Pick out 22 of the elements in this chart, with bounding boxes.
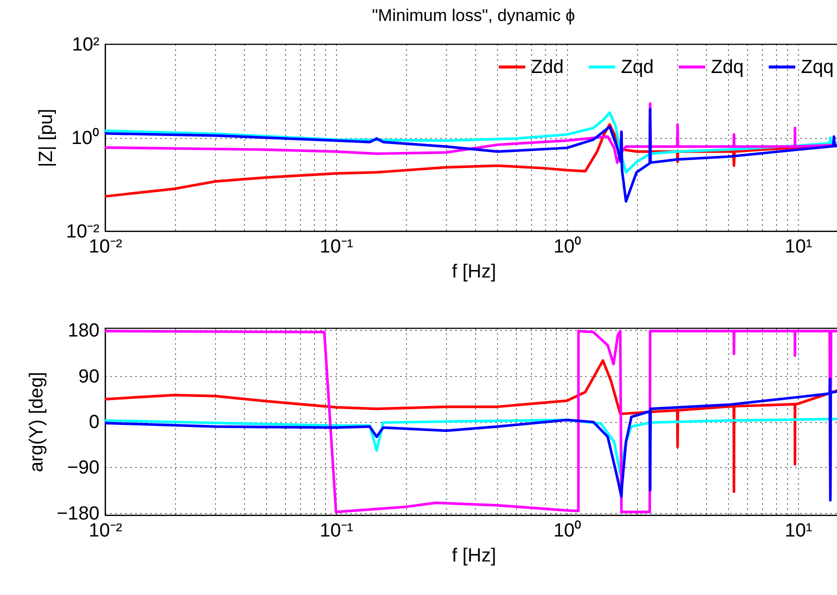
y-tick-label: −180 bbox=[56, 503, 100, 524]
x-axis-title: f [Hz] bbox=[452, 262, 496, 282]
legend-label: Zdd bbox=[531, 57, 564, 78]
x-tick-label: 10⁻¹ bbox=[320, 520, 354, 542]
x-tick-label: 10¹ bbox=[784, 236, 812, 258]
x-tick-label: 10¹ bbox=[784, 520, 812, 542]
y-tick-label: 180 bbox=[68, 320, 100, 342]
legend-label: Zqq bbox=[801, 57, 834, 78]
y-axis-title: arg(Y) [deg] bbox=[26, 372, 48, 472]
y-axis-title: |Z| [pu] bbox=[36, 108, 58, 168]
y-tick-label: 10⁰ bbox=[71, 127, 100, 149]
x-tick-label: 10⁰ bbox=[553, 236, 582, 258]
legend-label: Zdq bbox=[711, 57, 744, 78]
y-tick-label: 90 bbox=[78, 366, 100, 388]
x-axis-title: f [Hz] bbox=[452, 546, 496, 566]
y-tick-label: 0 bbox=[88, 412, 100, 433]
chart-title: "Minimum loss", dynamic ϕ bbox=[372, 6, 575, 25]
legend-label: Zqd bbox=[621, 57, 654, 78]
x-tick-label: 10⁻¹ bbox=[320, 236, 354, 258]
y-tick-label: 10² bbox=[72, 34, 100, 56]
x-tick-label: 10⁰ bbox=[553, 520, 582, 542]
y-tick-label: −90 bbox=[67, 458, 100, 479]
